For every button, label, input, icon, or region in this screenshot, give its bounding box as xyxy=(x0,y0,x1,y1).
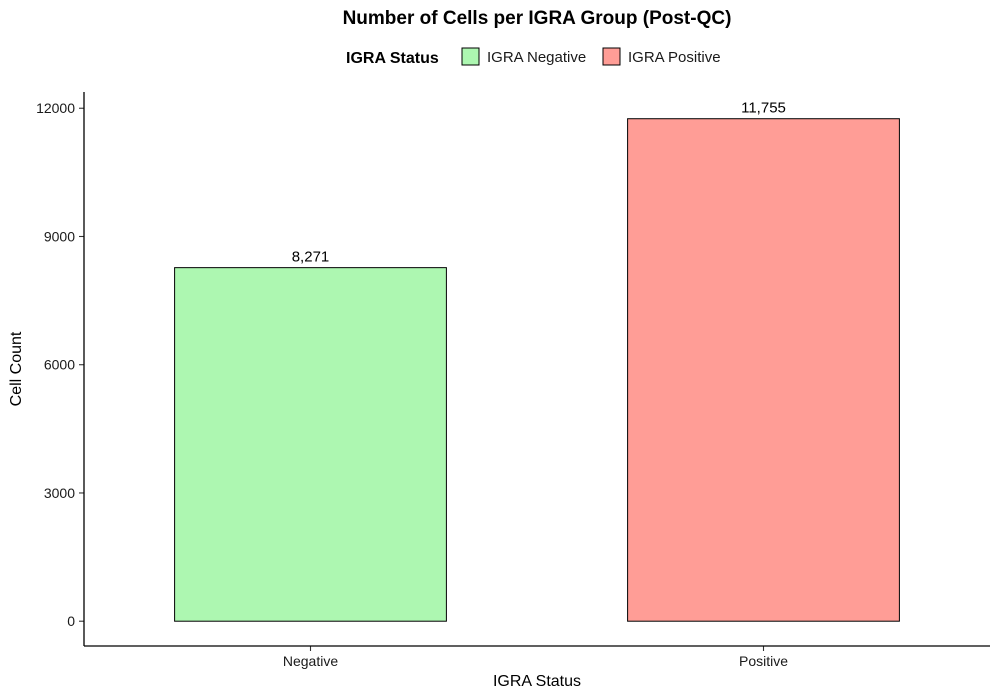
chart-title: Number of Cells per IGRA Group (Post-QC) xyxy=(343,8,732,29)
data-label-negative: 8,271 xyxy=(292,249,330,266)
y-tick-label: 0 xyxy=(67,613,75,629)
legend: IGRA Status IGRA Negative IGRA Positive xyxy=(346,47,721,67)
y-tick-label: 6000 xyxy=(44,357,75,373)
x-axis-title: IGRA Status xyxy=(493,673,581,690)
legend-label: IGRA Positive xyxy=(628,49,721,66)
y-tick-label: 9000 xyxy=(44,228,75,244)
bar-positive xyxy=(627,118,900,622)
legend-label: IGRA Negative xyxy=(487,49,586,66)
data-label-positive: 11,755 xyxy=(741,100,786,117)
x-tick-label: Negative xyxy=(283,653,338,669)
y-tick-label: 12000 xyxy=(36,100,75,116)
legend-swatch xyxy=(602,47,621,66)
legend-swatch xyxy=(461,47,480,66)
legend-title: IGRA Status xyxy=(346,50,439,67)
plot-area: 0 3000 6000 9000 12000 8,271 11,755 Negative P… xyxy=(36,92,990,669)
y-axis-title: Cell Count xyxy=(8,331,25,406)
bar-negative xyxy=(174,267,447,622)
x-tick-label: Positive xyxy=(739,653,788,669)
y-tick-label: 3000 xyxy=(44,485,75,501)
